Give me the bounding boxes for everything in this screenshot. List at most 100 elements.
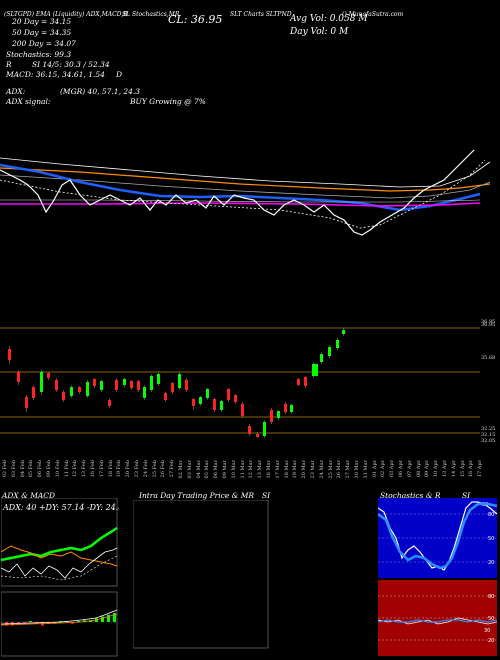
stoch-panel-title: Stochastics & R xyxy=(380,491,441,500)
date-label: 12 Feb xyxy=(72,460,79,478)
buy-signal: BUY Growing @ 7% xyxy=(130,97,206,106)
rsi-background xyxy=(378,580,497,656)
candle-28 xyxy=(213,399,216,410)
date-label: 09 Apr xyxy=(424,460,431,478)
macd-bar-12 xyxy=(77,621,80,622)
candle-34 xyxy=(256,434,259,437)
candle-13 xyxy=(108,400,111,406)
rsi-label: SI 14/5: 30.3 / 52.34 xyxy=(32,60,110,69)
date-label: 19 Mar xyxy=(292,460,299,479)
date-label: 07 Apr xyxy=(406,460,413,478)
adx-values-text: ADX: 40 +DY: 57.14 -DY: 24.49 xyxy=(2,503,119,512)
candle-41 xyxy=(304,377,307,386)
candle-40 xyxy=(297,379,300,385)
adx-panel-title: ADX & MACD xyxy=(2,491,56,500)
ema-line-gray xyxy=(0,174,491,199)
stoch-d-line xyxy=(378,502,498,570)
r-label: R xyxy=(6,60,12,69)
stoch-level-20: 20 xyxy=(488,560,494,566)
date-label: 18 Mar xyxy=(283,460,290,479)
date-label: 13 Feb xyxy=(81,460,88,478)
macd-line xyxy=(1,609,118,625)
price-level-5: 32.05 xyxy=(481,438,496,444)
price-level-3: 32.25 xyxy=(481,426,496,432)
date-label: 10 Apr xyxy=(433,460,440,478)
candle-3 xyxy=(32,387,35,398)
candle-1 xyxy=(17,372,20,382)
stoch-level-80: 80 xyxy=(488,512,494,518)
candle-31 xyxy=(234,395,237,402)
date-label: 11 Feb xyxy=(63,460,70,478)
macd-bar-13 xyxy=(83,620,86,622)
date-label: 03 Feb xyxy=(10,460,17,478)
date-label: 17 Apr xyxy=(477,460,484,478)
candle-38 xyxy=(284,404,287,412)
date-label: 06 Apr xyxy=(398,460,404,478)
macd-bar-18 xyxy=(113,613,116,622)
date-label: 16 Feb xyxy=(90,460,96,478)
date-label: 13 Mar xyxy=(257,460,264,479)
date-label: 23 Feb xyxy=(134,460,140,478)
date-label: 26 Mar xyxy=(336,460,343,479)
ema-line-orange xyxy=(0,167,491,192)
candle-44 xyxy=(328,347,331,356)
macd-bar-16 xyxy=(101,616,104,622)
candle-29 xyxy=(220,401,223,410)
macd-signal-line xyxy=(1,613,118,626)
ema-line-blue xyxy=(0,163,481,212)
candle-14 xyxy=(115,380,118,390)
date-label: 20 Feb xyxy=(125,460,132,478)
stoch-level-50: 50 xyxy=(488,536,494,542)
date-label: 10 Mar xyxy=(230,460,237,479)
stoch-background xyxy=(378,498,497,578)
candle-0 xyxy=(8,349,11,360)
candle-26 xyxy=(199,397,202,404)
candle-20 xyxy=(157,374,160,384)
candle-5 xyxy=(47,373,50,378)
date-label: 18 Feb xyxy=(107,460,114,478)
candle-25 xyxy=(192,399,195,406)
candle-15 xyxy=(123,379,126,385)
rsi-level-50: 50 xyxy=(488,616,494,622)
date-label: 03 Apr xyxy=(389,460,396,478)
dma50-label: 50 Day = 34.35 xyxy=(12,28,72,37)
intraday-frame xyxy=(133,500,269,649)
date-label: 02 Mar xyxy=(178,460,184,479)
candle-43 xyxy=(320,354,323,362)
adx-dotted-line xyxy=(1,555,118,581)
ema-line-magenta xyxy=(0,202,481,207)
candle-11 xyxy=(93,379,96,386)
header-caption-2: SL Stochastics,MR xyxy=(122,11,180,18)
rsi-level-80: 80 xyxy=(488,594,494,600)
date-label: 05 Mar xyxy=(204,460,211,479)
date-label: 13 Apr xyxy=(442,460,448,478)
candle-12 xyxy=(100,381,103,390)
price-chart xyxy=(0,149,491,438)
candle-23 xyxy=(178,374,181,388)
date-label: 17 Feb xyxy=(98,460,105,478)
candle-6 xyxy=(55,380,58,390)
candle-2 xyxy=(25,397,28,408)
intraday-panel xyxy=(133,500,269,649)
date-label: 25 Mar xyxy=(327,460,334,479)
ema-line-white-1 xyxy=(0,157,491,188)
avg-volume: Avg Vol: 0.058 M xyxy=(290,14,368,24)
date-label: 30 Mar xyxy=(354,460,360,479)
date-label: 10 Feb xyxy=(54,460,61,478)
close-price: CL: 36.95 xyxy=(168,13,223,26)
ema-line-white-2 xyxy=(0,199,481,203)
date-label: 04 Mar xyxy=(195,460,202,479)
candle-39 xyxy=(290,405,293,412)
dma200-label: 200 Day = 34.07 xyxy=(12,39,76,48)
date-label: 02 Apr xyxy=(380,460,387,478)
candle-19 xyxy=(150,376,153,390)
macd-bar-11 xyxy=(71,622,74,624)
candle-33 xyxy=(248,426,251,434)
candle-24 xyxy=(185,380,188,390)
candle-9 xyxy=(78,387,81,392)
candle-30 xyxy=(227,389,230,400)
adx-frame xyxy=(1,498,118,587)
price-level-2: 35.68 xyxy=(481,355,496,361)
date-label: 09 Mar xyxy=(222,460,228,479)
date-label: 05 Feb xyxy=(28,460,35,478)
